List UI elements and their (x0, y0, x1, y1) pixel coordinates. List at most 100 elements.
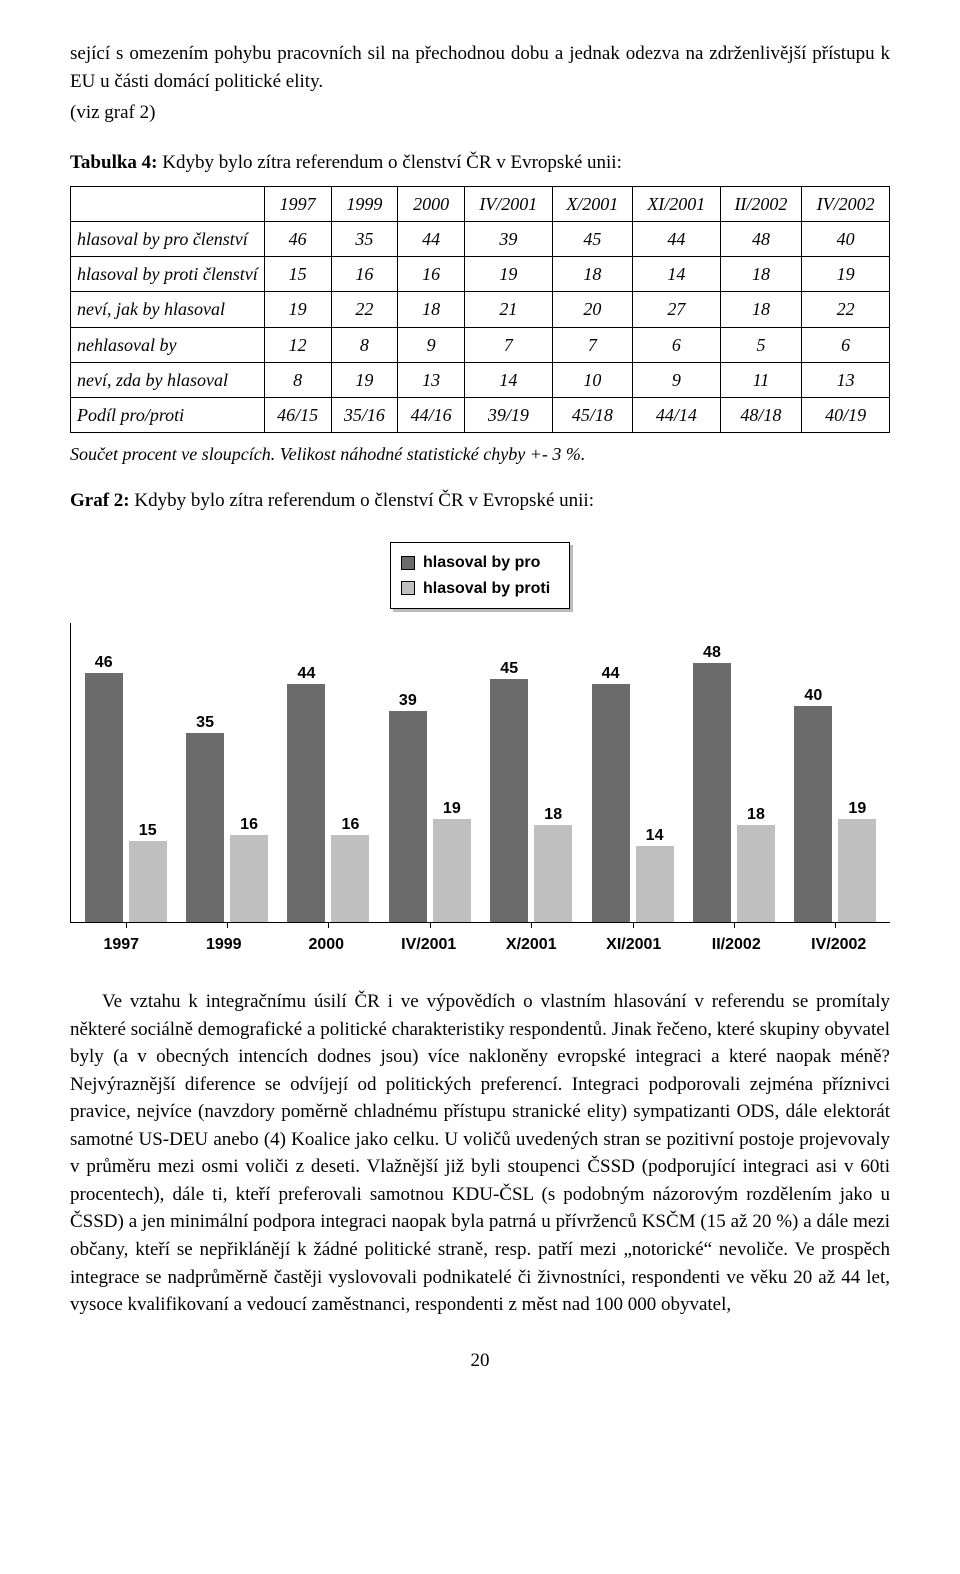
table-row: hlasoval by pro členství4635443945444840 (71, 222, 890, 257)
table-cell: 48/18 (720, 397, 802, 432)
bar: 44 (287, 684, 325, 922)
table-row: nehlasoval by128977656 (71, 327, 890, 362)
table-cell: 27 (632, 292, 720, 327)
table-cell: 18 (720, 292, 802, 327)
bar-group: 4518 (481, 623, 582, 922)
chart-container: hlasoval by prohlasoval by proti 4615351… (70, 542, 890, 956)
table-cell: 46/15 (264, 397, 331, 432)
table-cell: 44 (632, 222, 720, 257)
body-paragraph: Ve vztahu k integračnímu úsilí ČR i ve v… (70, 988, 890, 1319)
bar-value-label: 45 (500, 657, 518, 680)
tick-mark (633, 922, 634, 928)
table-row: Podíl pro/proti46/1535/1644/1639/1945/18… (71, 397, 890, 432)
table-cell: 18 (398, 292, 465, 327)
table-cell: 9 (632, 362, 720, 397)
bar-group: 4615 (75, 623, 176, 922)
bar: 18 (737, 825, 775, 922)
bar: 48 (693, 663, 731, 922)
table-header-cell: 2000 (398, 187, 465, 222)
bar-group: 44 14 (582, 623, 683, 922)
table-cell: 13 (398, 362, 465, 397)
table-cell: Podíl pro/proti (71, 397, 265, 432)
table-cell: neví, zda by hlasoval (71, 362, 265, 397)
bar: 46 (85, 673, 123, 921)
table-cell: 40 (802, 222, 890, 257)
table-cell: 22 (802, 292, 890, 327)
table-cell: hlasoval by proti členství (71, 257, 265, 292)
table-cell: 6 (802, 327, 890, 362)
table-header-cell: IV/2002 (802, 187, 890, 222)
table-cell: 22 (331, 292, 398, 327)
table-header-cell: X/2001 (552, 187, 632, 222)
intro-paragraph: sející s omezením pohybu pracovních sil … (70, 40, 890, 95)
referendum-table: 199719992000IV/2001X/2001XI/2001II/2002I… (70, 186, 890, 433)
bar-group: 3919 (379, 623, 480, 922)
table-cell: 14 (632, 257, 720, 292)
table-cell: 16 (398, 257, 465, 292)
table-cell: 16 (331, 257, 398, 292)
chart-legend: hlasoval by pro hlasoval by proti (390, 542, 570, 608)
tick-mark (227, 922, 228, 928)
legend-swatch (401, 581, 415, 595)
bar: 40 (794, 706, 832, 922)
chart-title-bold: Graf 2: (70, 490, 130, 511)
chart-x-axis: 199719992000IV/2001X/2001XI/2001II/2002I… (70, 933, 890, 956)
bar: 39 (389, 711, 427, 922)
table-cell: 45 (552, 222, 632, 257)
bar-value-label: 46 (95, 651, 113, 674)
table-cell: 6 (632, 327, 720, 362)
x-axis-label: XI/2001 (583, 933, 686, 956)
legend-label: hlasoval by proti (423, 577, 550, 600)
tick-mark (835, 922, 836, 928)
table-cell: 11 (720, 362, 802, 397)
table-cell: neví, jak by hlasoval (71, 292, 265, 327)
bar-value-label: 18 (747, 803, 765, 826)
table-header-cell: 1997 (264, 187, 331, 222)
bar-value-label: 44 (298, 662, 316, 685)
legend-label: hlasoval by pro (423, 551, 540, 574)
legend-swatch (401, 556, 415, 570)
table-cell: 40/19 (802, 397, 890, 432)
table-cell: 5 (720, 327, 802, 362)
tick-mark (126, 922, 127, 928)
bar: 14 (636, 846, 674, 922)
tick-mark (734, 922, 735, 928)
table-cell: 14 (464, 362, 552, 397)
legend-item: hlasoval by pro (401, 551, 559, 574)
bar-group: 4019 (785, 623, 886, 922)
table-cell: 8 (331, 327, 398, 362)
table-cell: nehlasoval by (71, 327, 265, 362)
table-cell: 21 (464, 292, 552, 327)
table-cell: 7 (552, 327, 632, 362)
chart-title: Graf 2: Kdyby bylo zítra referendum o čl… (70, 487, 890, 515)
bar-value-label: 44 (602, 662, 620, 685)
bar: 16 (331, 835, 369, 921)
table-cell: 48 (720, 222, 802, 257)
table-row: hlasoval by proti členství15161619181418… (71, 257, 890, 292)
bar-value-label: 15 (139, 819, 157, 842)
bar: 15 (129, 841, 167, 922)
tick-mark (430, 922, 431, 928)
bar-value-label: 16 (240, 813, 258, 836)
x-axis-label: X/2001 (480, 933, 583, 956)
bar-value-label: 16 (342, 813, 360, 836)
bar-group: 4416 (278, 623, 379, 922)
chart-title-rest: Kdyby bylo zítra referendum o členství Č… (130, 490, 594, 511)
tick-mark (531, 922, 532, 928)
table-cell: 19 (264, 292, 331, 327)
table-cell: 45/18 (552, 397, 632, 432)
bar: 35 (186, 733, 224, 922)
table-cell: 15 (264, 257, 331, 292)
page-number: 20 (70, 1347, 890, 1375)
table-header-cell: 1999 (331, 187, 398, 222)
table-cell: 44/16 (398, 397, 465, 432)
table-header-cell: XI/2001 (632, 187, 720, 222)
table-cell: 35/16 (331, 397, 398, 432)
x-axis-label: IV/2001 (378, 933, 481, 956)
table-cell: hlasoval by pro členství (71, 222, 265, 257)
table-header-cell: IV/2001 (464, 187, 552, 222)
table-cell: 39 (464, 222, 552, 257)
table-cell: 35 (331, 222, 398, 257)
table-cell: 18 (552, 257, 632, 292)
table-cell: 20 (552, 292, 632, 327)
